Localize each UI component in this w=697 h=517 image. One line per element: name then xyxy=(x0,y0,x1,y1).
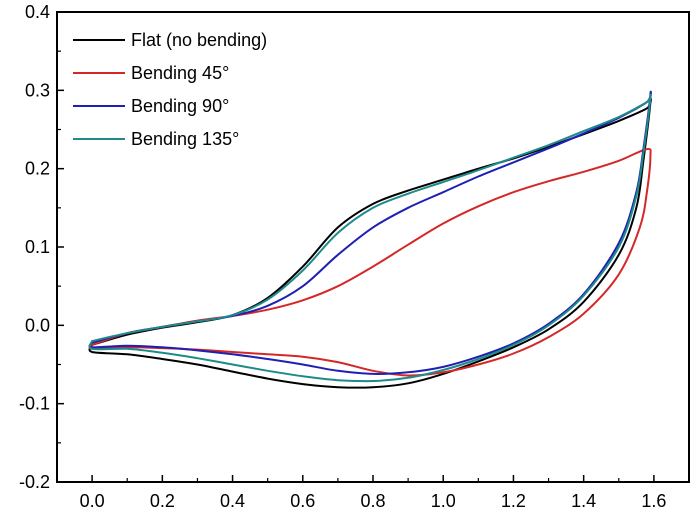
x-tick-label: 1.2 xyxy=(501,491,526,511)
legend: Flat (no bending) Bending 45° Bending 90… xyxy=(73,30,267,149)
y-tick-label: 0.1 xyxy=(25,237,50,257)
y-tick-label: -0.2 xyxy=(19,472,50,492)
series-line-flat xyxy=(88,97,652,389)
x-tick-label: 0.6 xyxy=(290,491,315,511)
legend-label-bending-90: Bending 90° xyxy=(131,96,229,116)
series-line-bending-135 xyxy=(88,93,652,383)
x-tick-label: 1.4 xyxy=(571,491,596,511)
y-tick-label: 0.3 xyxy=(25,80,50,100)
y-tick-label: 0.2 xyxy=(25,159,50,179)
y-axis: -0.2 -0.1 0.0 0.1 0.2 0.3 0.4 xyxy=(19,2,64,492)
series-line-bending-45 xyxy=(88,147,652,377)
x-tick-label: 1.6 xyxy=(641,491,666,511)
legend-label-bending-45: Bending 45° xyxy=(131,63,229,83)
x-tick-label: 0.8 xyxy=(360,491,385,511)
x-tick-label: 0.2 xyxy=(150,491,175,511)
y-tick-label: -0.1 xyxy=(19,394,50,414)
legend-label-flat: Flat (no bending) xyxy=(131,30,267,50)
x-tick-label: 0.0 xyxy=(80,491,105,511)
x-axis: 0.0 0.2 0.4 0.6 0.8 1.0 1.2 1.4 1.6 xyxy=(80,475,666,511)
y-tick-label: 0.0 xyxy=(25,315,50,335)
series-layer xyxy=(88,90,652,389)
legend-label-bending-135: Bending 135° xyxy=(131,129,239,149)
y-tick-label: 0.4 xyxy=(25,2,50,22)
x-tick-label: 1.0 xyxy=(431,491,456,511)
x-tick-label: 0.4 xyxy=(220,491,245,511)
